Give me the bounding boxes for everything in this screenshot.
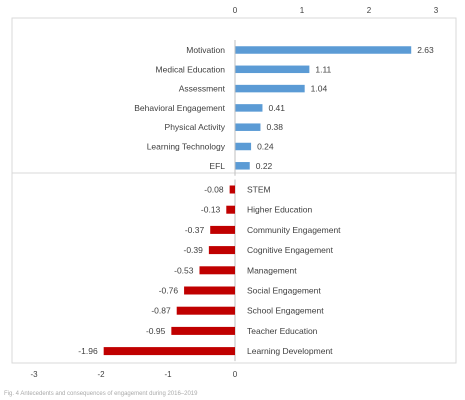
bottom-bar (176, 306, 235, 315)
top-bar (235, 162, 250, 170)
top-category-label: Assessment (179, 84, 226, 94)
bottom-bar (184, 286, 235, 295)
top-bar (235, 84, 305, 93)
top-value-label: 0.38 (266, 122, 283, 132)
top-category-label: Medical Education (156, 64, 226, 74)
bottom-value-label: -0.39 (183, 245, 203, 255)
top-bar (235, 123, 261, 131)
bottom-value-label: -1.96 (78, 346, 98, 356)
top-bar (235, 104, 263, 112)
bottom-x-tick-label: 0 (233, 370, 238, 379)
bottom-x-axis-ticks: -3 -2 -1 0 (30, 370, 237, 379)
bottom-category-label: STEM (247, 185, 271, 195)
top-category-label: Learning Technology (147, 142, 226, 152)
top-x-tick-label: 0 (233, 6, 238, 15)
top-value-label: 2.63 (417, 45, 434, 55)
bottom-bar (103, 347, 236, 356)
bottom-value-label: -0.08 (204, 185, 224, 195)
top-value-label: 0.41 (268, 103, 285, 113)
bottom-x-tick-label: -3 (30, 370, 38, 379)
top-value-label: 0.24 (257, 142, 274, 152)
bottom-x-tick-label: -1 (164, 370, 172, 379)
top-panel-bars: Motivation 2.63 Medical Education 1.11 Asses… (134, 40, 434, 176)
bottom-bar (171, 326, 235, 335)
top-category-label: EFL (209, 161, 225, 171)
bottom-value-label: -0.95 (146, 326, 166, 336)
top-bar (235, 46, 412, 54)
bottom-x-tick-label: -2 (97, 370, 105, 379)
top-x-axis-ticks: 0 1 2 3 (233, 6, 439, 15)
bottom-bar (229, 185, 235, 194)
top-category-label: Physical Activity (165, 122, 226, 132)
bottom-panel-bars: -0.08 STEM -0.13 Higher Education -0.37 Commu… (78, 179, 341, 362)
figure-caption: Fig. 4 Antecedents and consequences of e… (4, 391, 198, 397)
bottom-value-label: -0.76 (159, 286, 179, 296)
top-x-tick-label: 2 (367, 6, 372, 15)
top-bar (235, 142, 252, 151)
top-x-tick-label: 1 (300, 6, 305, 15)
bottom-category-label: Management (247, 265, 297, 275)
top-category-label: Motivation (186, 45, 225, 55)
top-value-label: 1.11 (315, 64, 331, 74)
bottom-category-label: Teacher Education (247, 326, 318, 336)
bottom-bar (199, 266, 235, 275)
bottom-category-label: School Engagement (247, 306, 324, 316)
top-value-label: 1.04 (311, 84, 328, 94)
top-x-tick-label: 3 (434, 6, 439, 15)
bottom-bar (210, 225, 235, 234)
top-panel-frame (11, 17, 457, 174)
bottom-value-label: -0.53 (174, 265, 194, 275)
bottom-category-label: Social Engagement (247, 286, 321, 296)
bottom-category-label: Community Engagement (247, 225, 341, 235)
bottom-category-label: Learning Development (247, 346, 333, 356)
bottom-value-label: -0.13 (201, 205, 221, 215)
bottom-panel-frame (11, 172, 457, 364)
bottom-bar (208, 246, 235, 255)
top-bar (235, 65, 310, 74)
bottom-value-label: -0.37 (185, 225, 205, 235)
bottom-bar (226, 205, 235, 214)
bottom-value-label: -0.87 (151, 306, 171, 316)
bottom-category-label: Cognitive Engagement (247, 245, 334, 255)
top-value-label: 0.22 (256, 161, 273, 171)
top-category-label: Behavioral Engagement (134, 103, 225, 113)
bottom-category-label: Higher Education (247, 205, 312, 215)
